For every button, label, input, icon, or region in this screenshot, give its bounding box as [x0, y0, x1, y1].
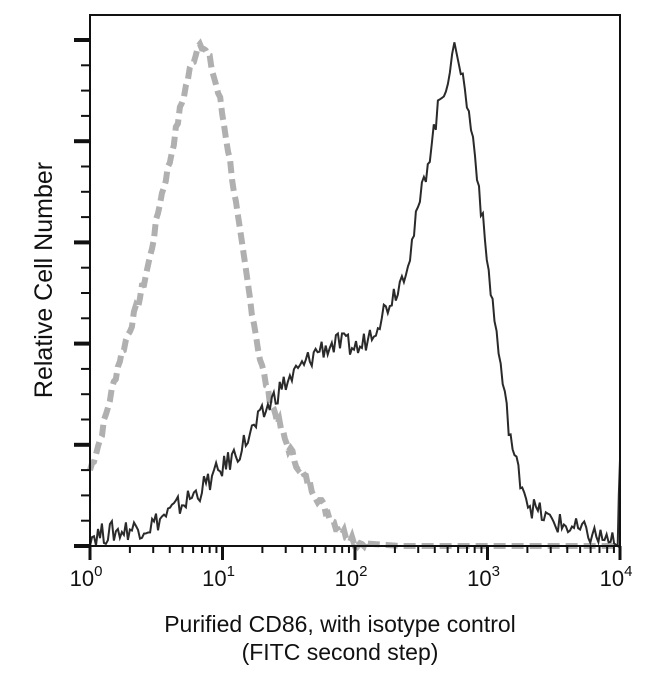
isotype-control-series: [87, 38, 620, 552]
x-tick-label: 103: [467, 563, 500, 591]
x-tick-label: 104: [600, 563, 633, 591]
cd86-series: [89, 42, 621, 548]
y-axis-label: Relative Cell Number: [30, 162, 58, 398]
x-tick-label: 100: [70, 563, 103, 591]
plot-frame: [89, 14, 621, 547]
x-axis-label-line2: (FITC second step): [242, 639, 439, 665]
series-layer: [87, 38, 621, 552]
x-axis-label: Purified CD86, with isotype control: [164, 611, 516, 637]
axis-ticks: 100 101 102 103 104: [70, 38, 633, 591]
x-tick-label: 101: [202, 563, 235, 591]
x-tick-label: 102: [335, 563, 368, 591]
